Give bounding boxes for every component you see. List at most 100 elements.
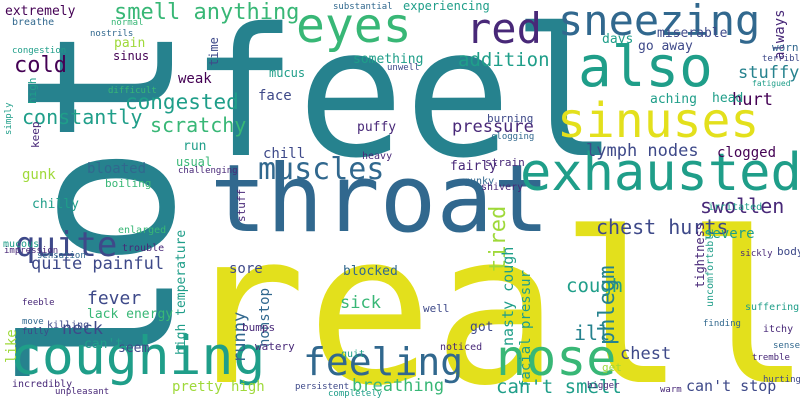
cloud-word: congestion — [12, 46, 67, 56]
cloud-word: breathe — [12, 17, 55, 28]
cloud-word: weak — [178, 71, 212, 87]
cloud-word: like — [4, 329, 20, 363]
cloud-word: irritated — [708, 202, 763, 213]
cloud-word: pretty high — [172, 379, 265, 395]
cloud-word: extremely — [5, 4, 76, 19]
cloud-word: can't smell — [496, 376, 622, 398]
cloud-word: fatigued — [752, 79, 791, 88]
cloud-word: unpleasant — [55, 387, 110, 397]
cloud-word: unwell — [387, 63, 420, 73]
cloud-word: really — [180, 187, 800, 400]
cloud-word: quite — [15, 225, 118, 265]
cloud-word: runny — [230, 311, 250, 363]
cloud-word: watery — [255, 340, 295, 353]
cloud-word: bigger — [587, 381, 620, 391]
cloud-word: stuffy — [738, 63, 800, 83]
cloud-word: impression — [4, 246, 59, 256]
cloud-word: congested — [125, 90, 239, 114]
cloud-word: seem — [118, 341, 150, 356]
cloud-word: sneezing — [558, 0, 761, 45]
cloud-word: high temperature — [174, 229, 189, 355]
cloud-word: head — [712, 91, 744, 106]
cloud-word: finding — [703, 319, 741, 329]
cloud-word: trouble — [122, 243, 165, 254]
cloud-word: cough — [566, 275, 624, 297]
cloud-word: chest hurts — [596, 215, 729, 239]
cloud-word: go away — [638, 39, 693, 54]
cloud-word: heavy — [362, 151, 393, 162]
cloud-word: experiencing — [403, 0, 490, 13]
cloud-word: fairly — [450, 159, 497, 174]
cloud-word: fever — [87, 288, 142, 309]
cloud-word: gunk — [22, 167, 56, 183]
cloud-word: feel — [190, 0, 619, 197]
cloud-word: lack energy — [87, 307, 174, 322]
cloud-word: nostrils — [90, 29, 134, 39]
cloud-word: scratchy — [150, 113, 247, 137]
cloud-word: nonstop — [257, 287, 273, 347]
cloud-word: worn — [772, 41, 799, 54]
cloud-word: pain — [114, 36, 146, 51]
cloud-word: blocked — [343, 264, 398, 279]
cloud-word: aching — [650, 92, 697, 107]
cloud-word: feeling — [303, 340, 464, 384]
cloud-word: sinuses — [557, 93, 760, 149]
cloud-word: substantial — [333, 2, 393, 12]
cloud-word: hurt — [732, 90, 773, 110]
cloud-word: sick — [340, 293, 381, 313]
cloud-word: move — [22, 317, 44, 327]
cloud-word: challenging — [178, 166, 238, 176]
cloud-word: get — [602, 361, 622, 374]
cloud-word: quit — [341, 349, 366, 360]
cloud-word: days — [602, 32, 634, 47]
cloud-word: sensation — [37, 251, 86, 261]
cloud-word: got — [470, 320, 494, 335]
cloud-word: chest — [620, 344, 672, 364]
cloud-word: smell anything — [114, 0, 300, 25]
cloud-word: ill — [574, 321, 611, 345]
cloud-word: swollen — [700, 194, 785, 218]
cloud-word: noticed — [440, 342, 483, 353]
cloud-word: sore — [229, 261, 263, 277]
cloud-word: incredibly — [12, 379, 73, 390]
cloud-word: warm — [660, 385, 682, 395]
cloud-word: uncomfortable — [705, 228, 716, 307]
cloud-word: killing — [47, 320, 90, 331]
cloud-word: completely — [328, 389, 383, 399]
cloud-word: eyes — [296, 0, 412, 54]
cloud-word: terrible — [762, 54, 800, 64]
cloud-word: exhausted — [520, 143, 800, 203]
cloud-word: sense — [773, 341, 800, 351]
cloud-word: cold — [14, 53, 67, 78]
cloud-word: gunky — [464, 176, 495, 187]
cloud-word: puffy — [357, 120, 397, 135]
cloud-word: severe — [704, 226, 755, 242]
cloud-word: fully — [22, 327, 50, 337]
cloud-word: lymph nodes — [586, 141, 699, 161]
cloud-word: enlarged — [118, 225, 167, 236]
cloud-word: strain — [485, 156, 525, 169]
cloud-word: stuff — [235, 188, 248, 222]
cloud-word: mucous — [3, 239, 40, 250]
cloud-word: face — [258, 88, 292, 104]
cloud-word: mucus — [269, 66, 306, 80]
cloud-word: quite painful — [31, 254, 165, 274]
cloud-word: red — [466, 4, 542, 53]
cloud-word: boiling — [105, 177, 152, 190]
cloud-word: time — [207, 37, 221, 66]
cloud-word: difficult — [108, 86, 157, 96]
cloud-word: can't — [84, 337, 124, 352]
cloud-word: burning — [487, 112, 534, 125]
cloud-word: well — [423, 302, 450, 315]
cloud-word: chill — [263, 146, 306, 162]
cloud-word: chilly — [32, 197, 79, 212]
cloud-word: itchy — [763, 324, 794, 335]
cloud-word: miserable — [657, 26, 728, 41]
cloud-word: body — [777, 245, 800, 258]
cloud-word: nose — [496, 329, 617, 387]
cloud-word: sickly — [740, 249, 773, 259]
cloud-word: shivery — [481, 182, 524, 193]
cloud-word: facial pressur — [518, 269, 534, 388]
cloud-word: also — [578, 35, 713, 100]
